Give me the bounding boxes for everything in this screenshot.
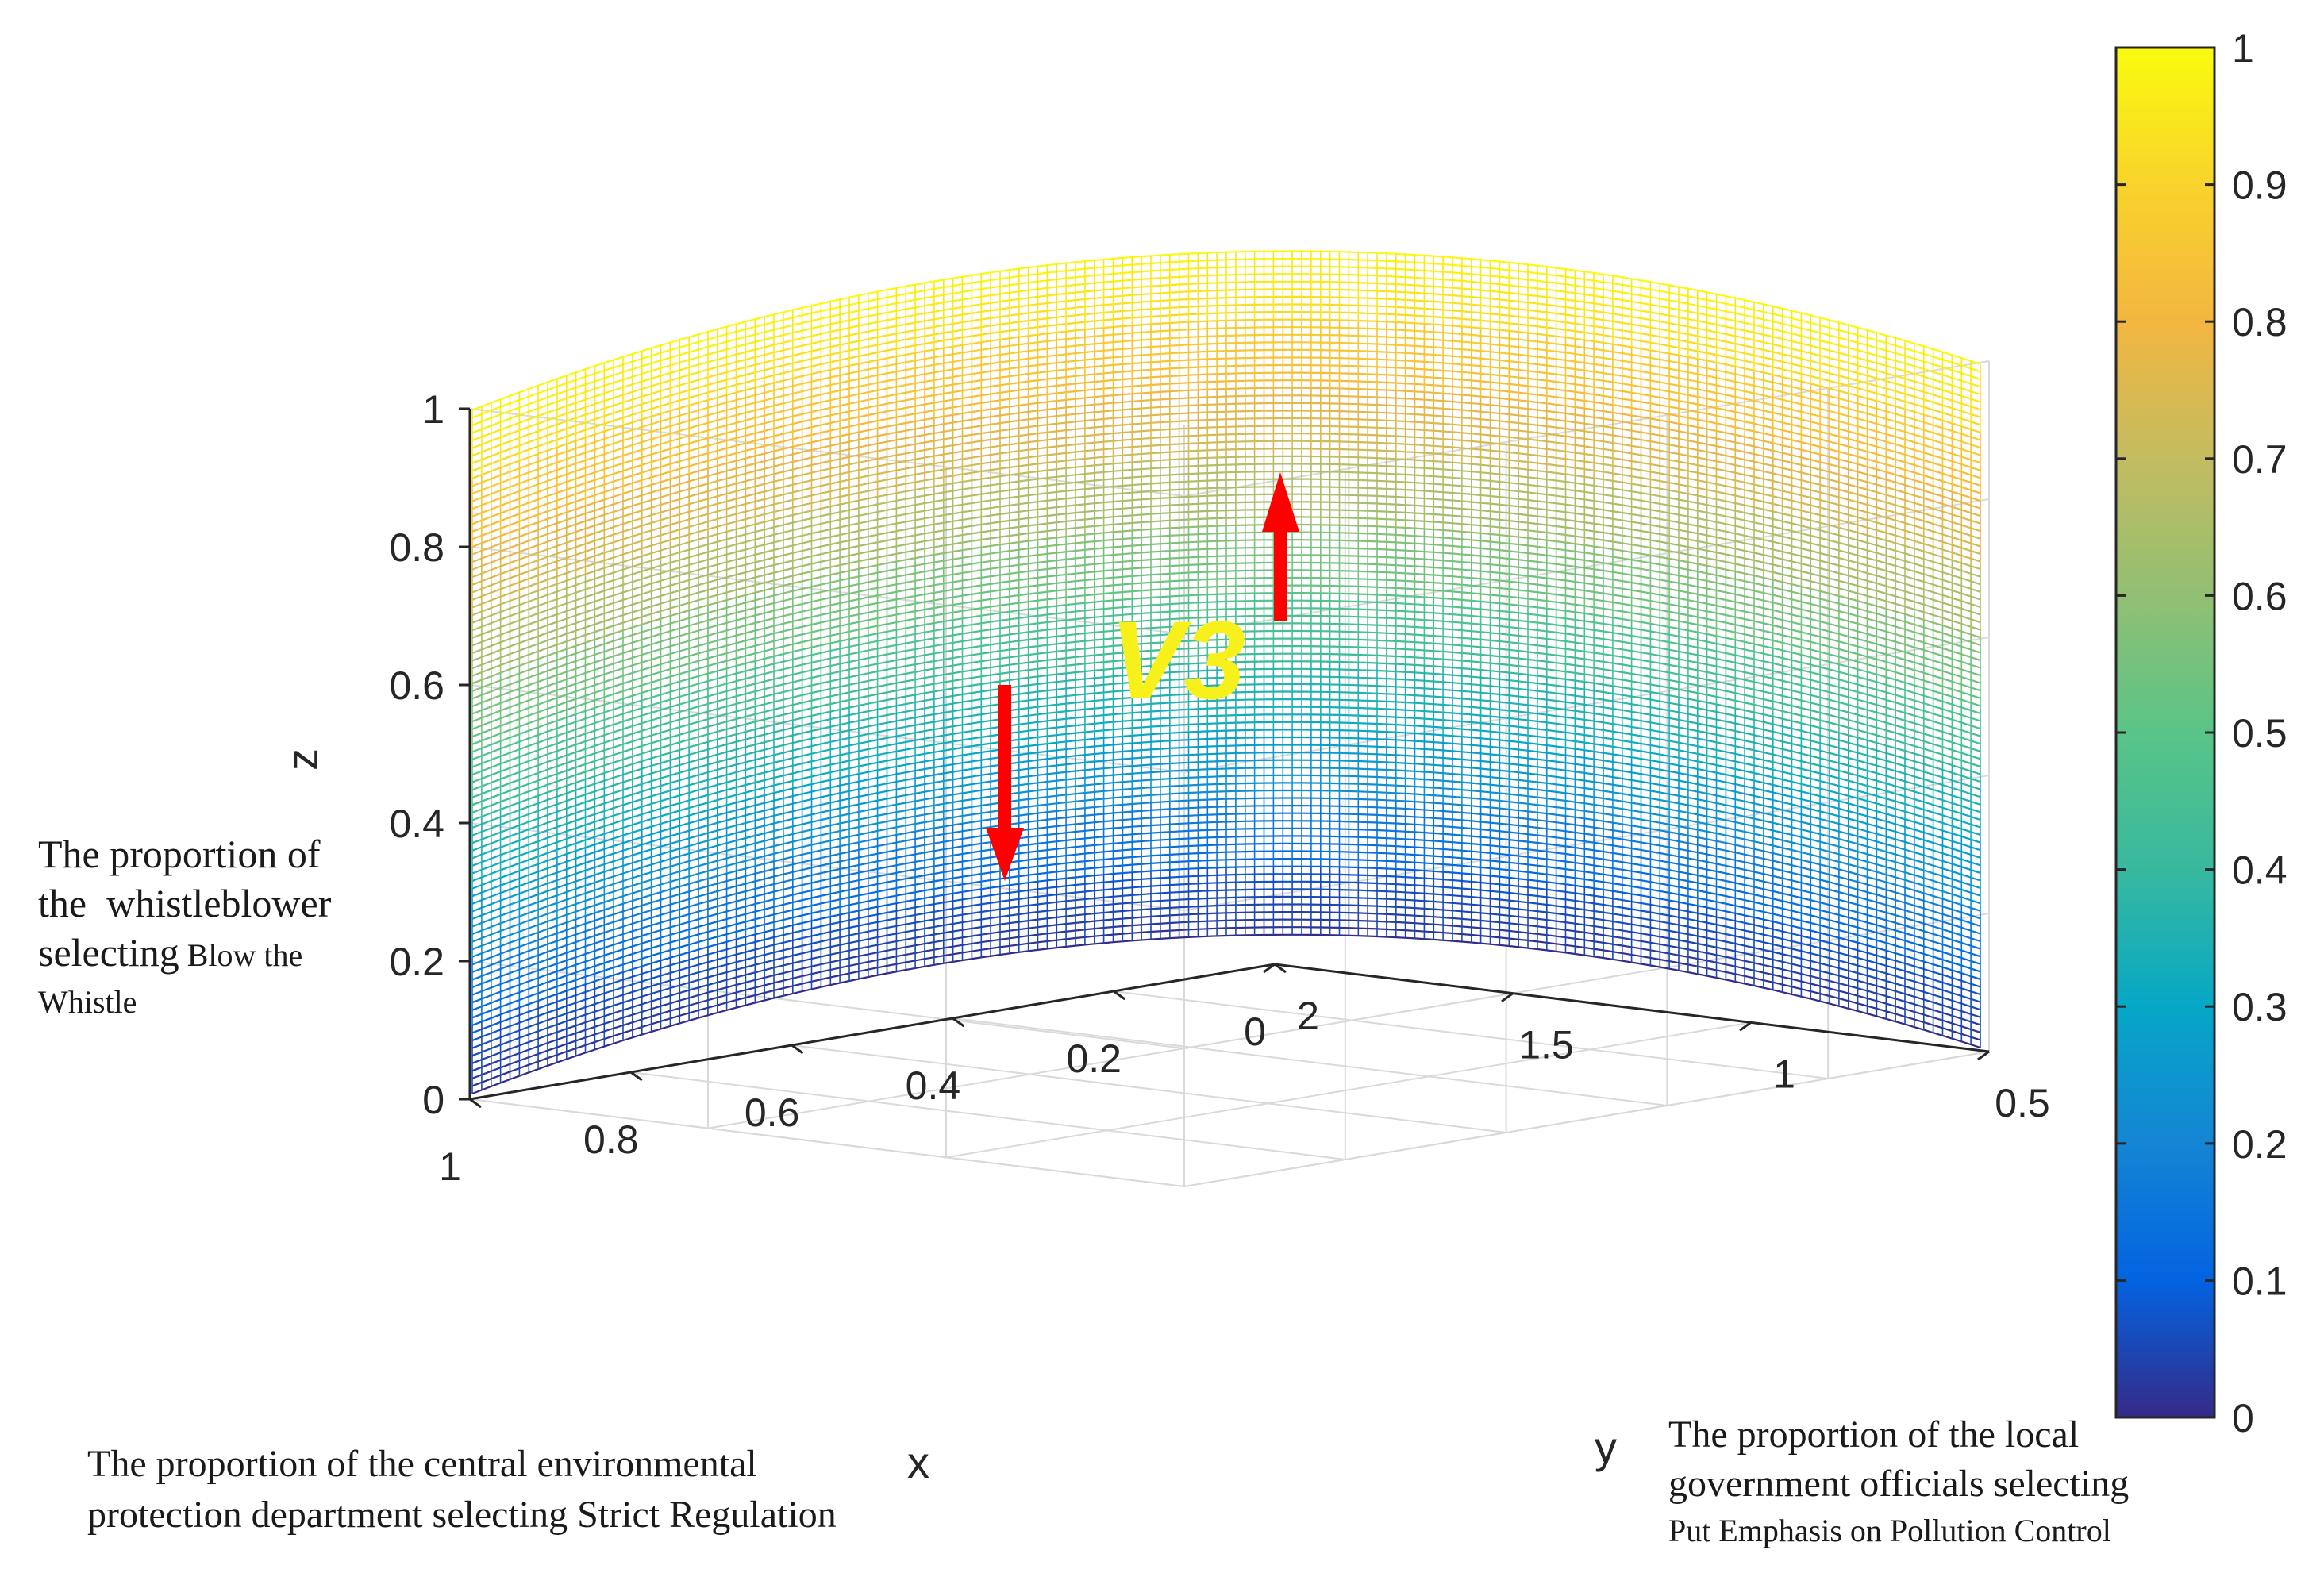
grid-floor-x [630,1071,1345,1160]
y-axis-line [1274,963,1990,1053]
y-tick [1501,992,1514,1002]
z-desc-line-3: selecting Blow the [38,930,302,975]
grid-floor-x [952,1017,1668,1106]
x-tick-label: 0.6 [745,1090,800,1135]
y-tick [1977,1050,1990,1061]
colorbar-tick-label: 0.5 [2232,711,2287,756]
x-description: The proportion of the central environmen… [87,1443,837,1536]
colorbar-tick-label: 1 [2232,26,2254,71]
down-arrow [986,685,1024,881]
y-axis-label: y [1595,1422,1617,1472]
v3-label: V3 [1110,598,1245,722]
x-tick [629,1071,643,1082]
z-axis-label: z [277,748,327,771]
y-desc-line-2: government officials selecting [1668,1463,2129,1505]
axes [459,407,1990,1109]
z-desc-line-4: Whistle [38,984,137,1020]
y-tick [1739,1021,1752,1032]
x-axis-line [469,963,1276,1101]
z-desc-line-3a: selecting [38,930,179,975]
x-axis-label: x [907,1437,929,1487]
colorbar-tick-label: 0.4 [2232,848,2287,893]
z-tick-label: 0.8 [389,525,444,570]
x-desc-line-1: The proportion of the central environmen… [87,1443,757,1485]
colorbar-tick-label: 0 [2232,1396,2254,1440]
x-tick [469,1098,482,1109]
x-tick-label: 0.8 [583,1117,639,1162]
colorbar-tick-label: 0.2 [2232,1122,2287,1167]
y-tick-label: 0.5 [1995,1081,2050,1125]
z-tick-label: 0.6 [389,663,444,708]
y-tick-label: 1.5 [1518,1023,1574,1067]
colorbar-tick-label: 0.6 [2232,574,2287,618]
x-tick [791,1044,804,1055]
up-arrow [1262,472,1299,621]
grid-floor-x [791,1044,1506,1133]
colorbar [2114,46,2216,1419]
y-desc-line-1: The proportion of the local [1668,1413,2079,1456]
y-description: The proportion of the local government o… [1668,1413,2129,1548]
z-tick-label: 0.4 [389,802,444,846]
z-desc-line-3b: Blow the [187,937,303,973]
x-tick-label: 0 [1244,1010,1266,1054]
z-tick-labels: 0 0.2 0.4 0.6 0.8 1 [389,387,444,1122]
colorbar-tick-label: 0.7 [2232,437,2287,482]
grid-floor-x [1114,990,1829,1079]
x-tick-labels: 0 0.2 0.4 0.6 0.8 1 [439,1010,1266,1189]
surface-mesh [471,250,1981,1095]
z-tick-label: 0 [422,1078,444,1122]
colorbar-tick-label: 0.8 [2232,300,2287,344]
y-tick-label: 2 [1297,994,1319,1038]
z-desc-line-2: the whistleblower [38,881,332,925]
y-tick [1263,963,1276,974]
z-tick-label: 0.2 [389,940,444,984]
colorbar-tick-label: 0.9 [2232,163,2287,208]
y-tick-label: 1 [1773,1052,1795,1096]
colorbar-ticks: 0 0.1 0.2 0.3 0.4 0.5 0.6 0.7 0.8 0.9 1 [2116,26,2287,1440]
x-tick-label: 0.2 [1066,1036,1122,1081]
grid-wall-z [469,1051,1990,1188]
y-desc-line-3: Put Emphasis on Pollution Control [1668,1513,2111,1548]
z-desc-line-1: The proportion of [38,832,321,876]
y-tick-labels: 0.5 1 1.5 2 [1297,994,2050,1125]
x-tick-label: 0.4 [906,1063,961,1108]
colorbar-tick-label: 0.1 [2232,1259,2287,1303]
grid-floor-y [945,1021,1752,1159]
z-tick-label: 1 [422,387,444,432]
colorbar-tick-label: 0.3 [2232,985,2287,1029]
x-tick [1113,990,1126,1001]
x-tick [1274,963,1287,974]
z-description: The proportion of the whistleblower sele… [38,832,332,1020]
x-desc-line-2: protection department selecting Strict R… [87,1494,837,1536]
x-tick [952,1017,965,1028]
x-tick-label: 1 [439,1144,461,1189]
